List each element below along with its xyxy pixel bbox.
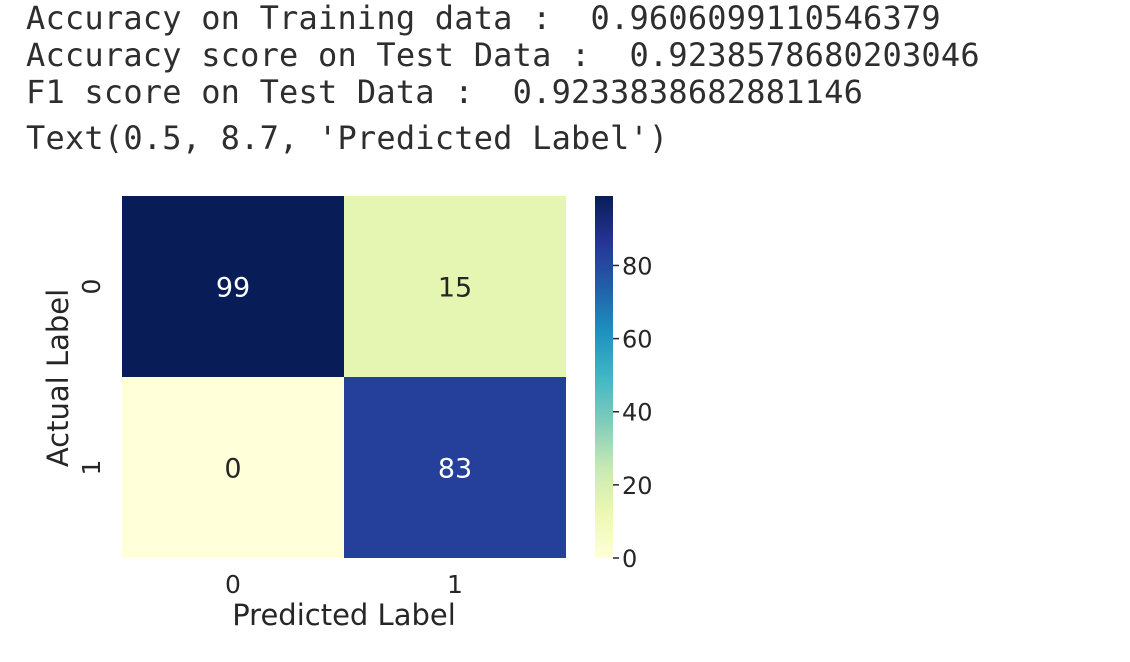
heatmap-cell-0-1 — [344, 196, 566, 377]
test-accuracy-value: 0.9238578680203046 — [629, 36, 980, 74]
cell-annotation-0-0: 99 — [216, 273, 250, 304]
colorbar-tick-label-2: 40 — [622, 399, 653, 427]
y-axis-label: Actual Label — [41, 289, 75, 467]
cell-annotations: 99 15 0 83 — [216, 273, 472, 485]
f1-score-label: F1 score on Test Data : — [26, 73, 494, 111]
colorbar-ticks: 0 20 40 60 80 — [613, 252, 653, 573]
heatmap-cells — [122, 196, 566, 558]
training-accuracy-label: Accuracy on Training data : — [26, 0, 572, 37]
x-tick-label-1: 1 — [447, 570, 463, 599]
y-tick-labels: 01 — [77, 279, 106, 476]
y-tick-label-1: 1 — [77, 460, 106, 476]
f1-score-value: 0.9233838682881146 — [512, 73, 864, 111]
text-repr-output: Text(0.5, 8.7, 'Predicted Label') — [26, 119, 669, 157]
heatmap-cell-1-1 — [344, 377, 566, 558]
training-accuracy-value: 0.9606099110546379 — [590, 0, 941, 37]
cell-annotation-0-1: 15 — [438, 273, 472, 304]
cell-annotation-1-1: 83 — [438, 454, 472, 485]
cell-output: Accuracy on Training data : 0.9606099110… — [26, 0, 980, 111]
colorbar-tick-label-0: 0 — [622, 545, 637, 573]
x-axis-label: Predicted Label — [232, 598, 456, 632]
y-tick-label-0: 0 — [77, 279, 106, 295]
colorbar — [595, 196, 613, 558]
test-accuracy-label: Accuracy score on Test Data : — [26, 36, 610, 74]
colorbar-tick-label-4: 80 — [622, 252, 653, 280]
test-accuracy-line: Accuracy score on Test Data : 0.92385786… — [26, 37, 980, 74]
colorbar-tick-label-3: 60 — [622, 326, 653, 354]
cell-annotation-1-0: 0 — [224, 454, 241, 485]
x-tick-label-0: 0 — [225, 570, 241, 599]
f1-score-line: F1 score on Test Data : 0.92338386828811… — [26, 74, 980, 111]
heatmap-cell-0-0 — [122, 196, 344, 377]
training-accuracy-line: Accuracy on Training data : 0.9606099110… — [26, 0, 980, 37]
colorbar-tick-label-1: 20 — [622, 472, 653, 500]
heatmap-cell-1-0 — [122, 377, 344, 558]
